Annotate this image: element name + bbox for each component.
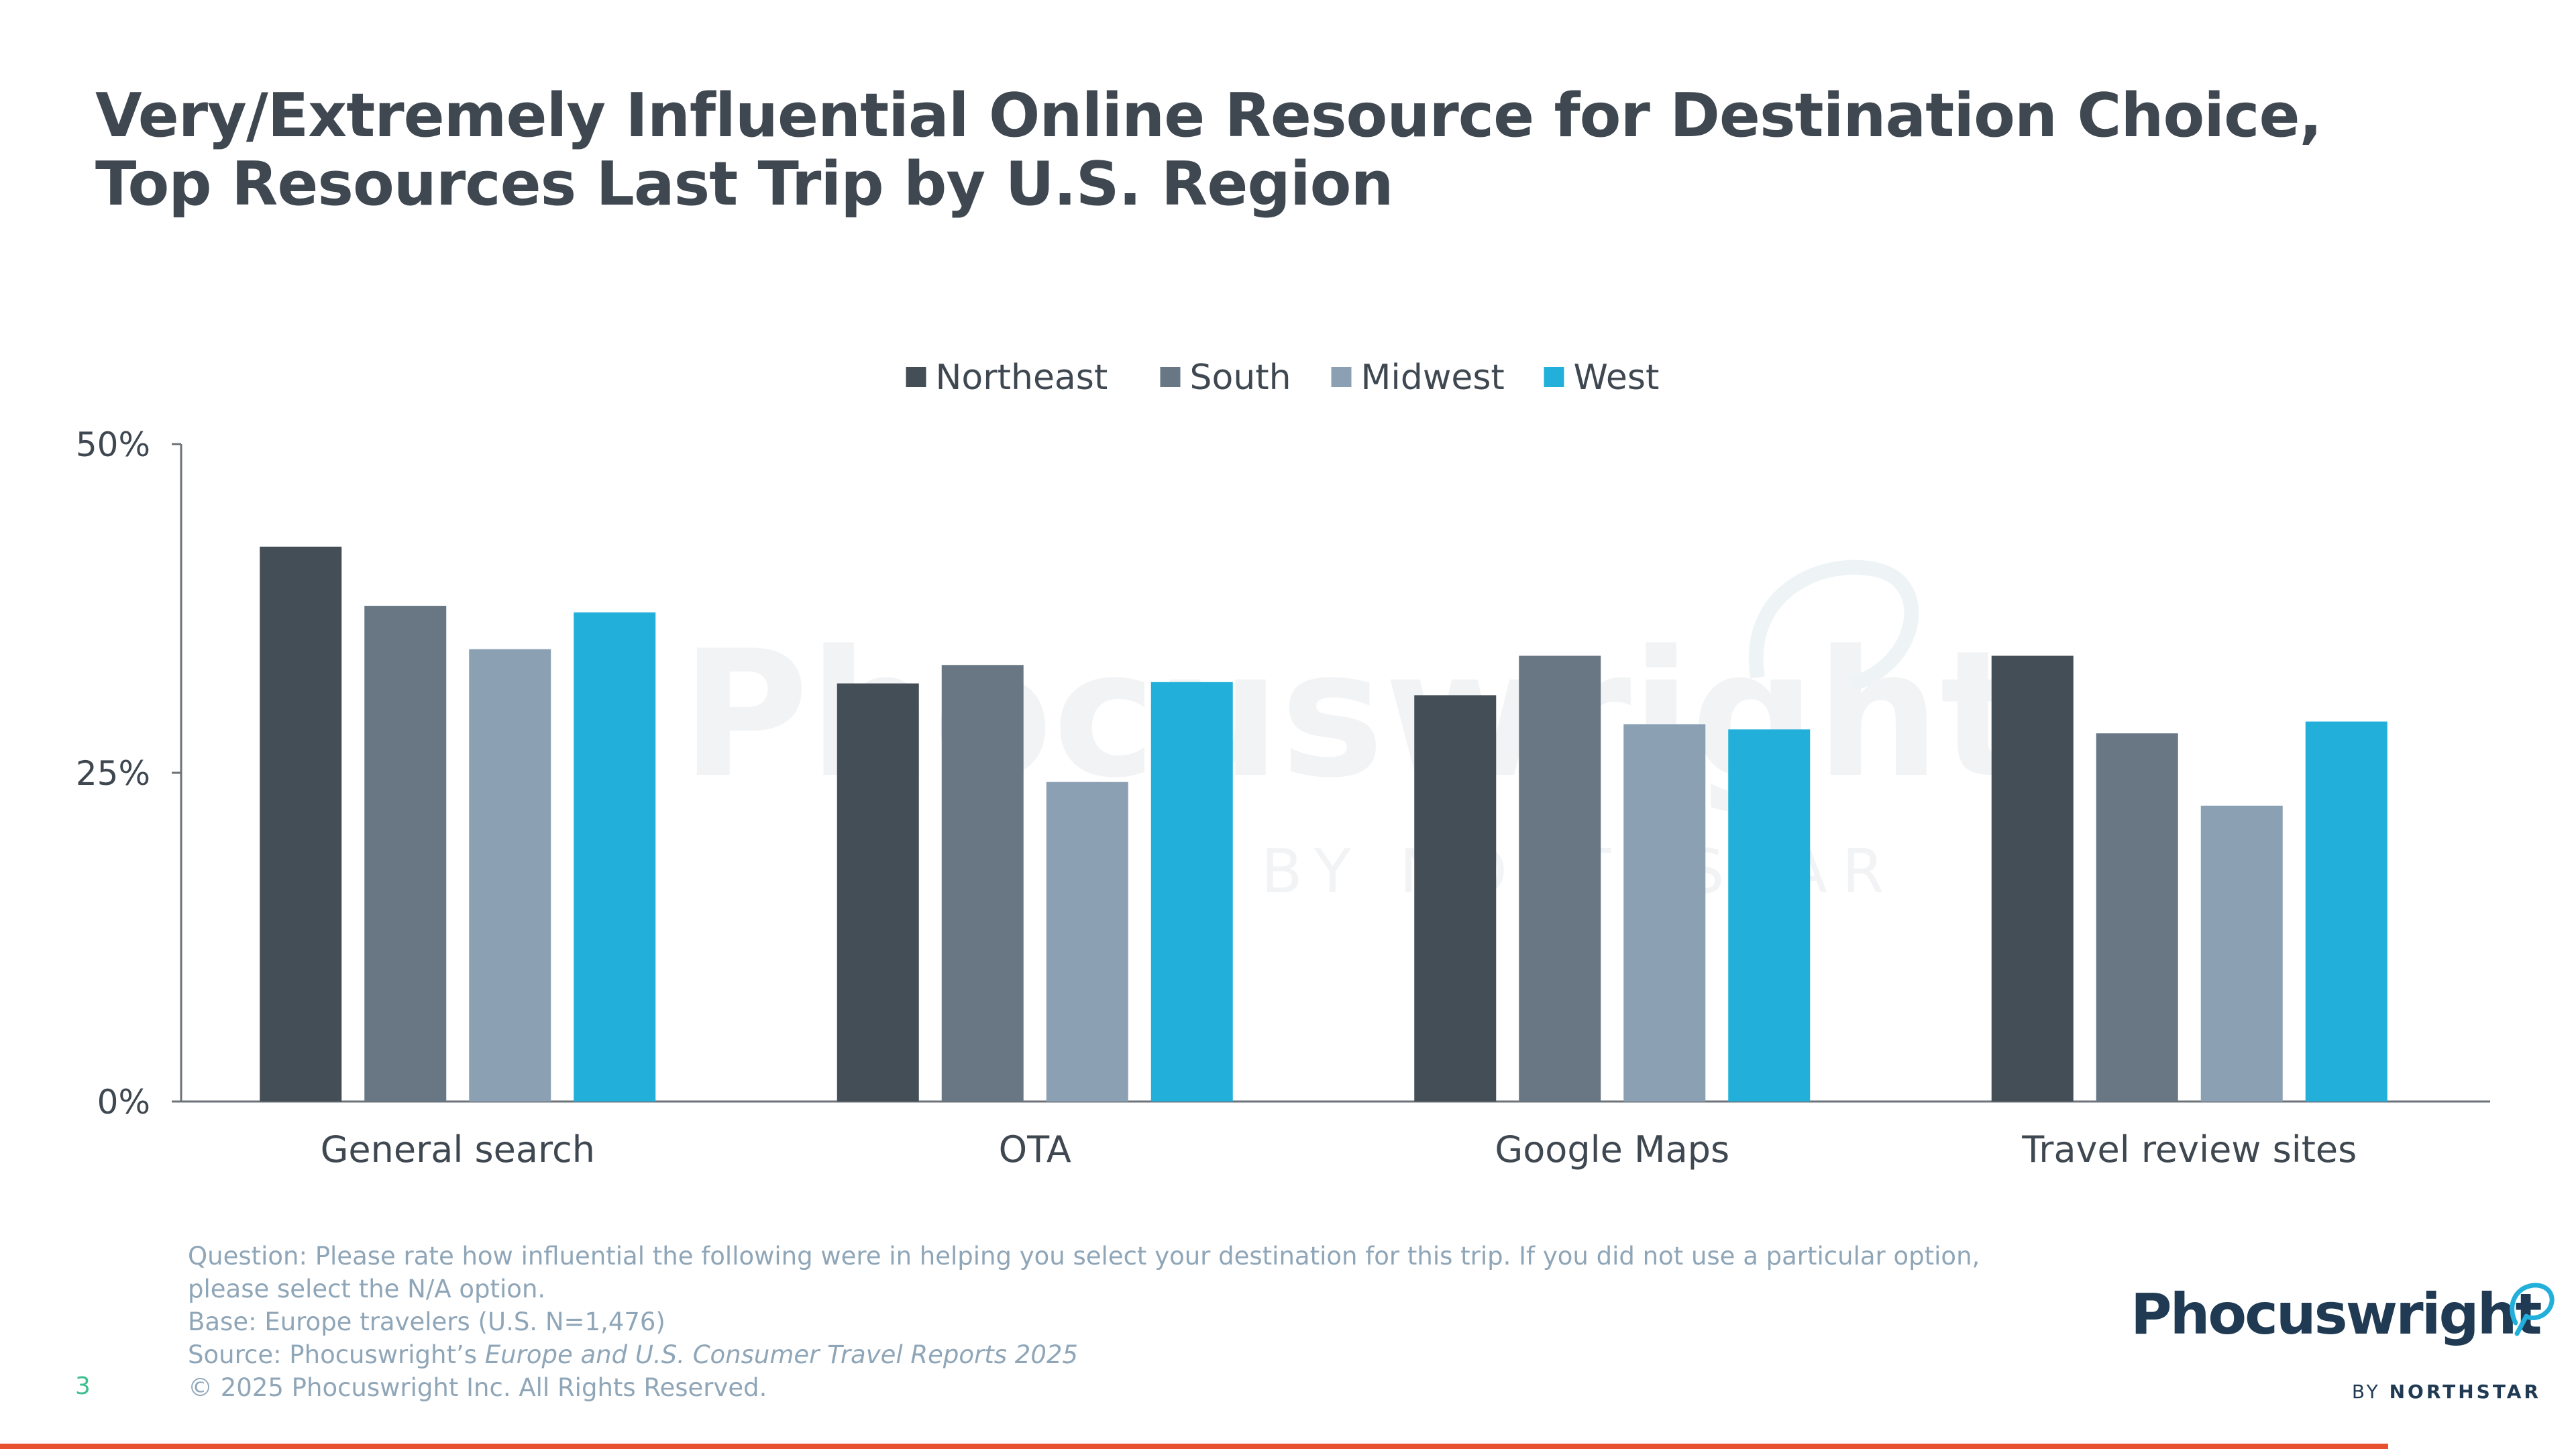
footnote-source-prefix: Source: Phocuswright’s: [188, 1340, 485, 1369]
bar: [1623, 724, 1706, 1102]
chart: Phocuswright BY NORTHSTAR NortheastSouth…: [76, 358, 2490, 1171]
bar: [1519, 655, 1601, 1102]
bar: [469, 649, 551, 1102]
bar: [1414, 695, 1497, 1102]
x-tick-label: Google Maps: [1495, 1128, 1729, 1171]
watermark-bubble-icon: [1748, 559, 1919, 692]
legend-label: Midwest: [1361, 358, 1505, 398]
accent-rule: [0, 1444, 2388, 1449]
bar: [260, 546, 342, 1102]
bar: [1046, 782, 1128, 1102]
legend-swatch: [1331, 367, 1352, 387]
footnote-source-title: Europe and U.S. Consumer Travel Reports …: [484, 1340, 1078, 1369]
legend-swatch: [1544, 367, 1564, 387]
bar: [2305, 721, 2387, 1102]
x-tick-label: Travel review sites: [2021, 1128, 2357, 1171]
legend: Northeast South Midwest West: [906, 358, 1660, 398]
x-tick-label: OTA: [999, 1128, 1071, 1171]
legend-label: South: [1190, 358, 1291, 398]
speech-bubble-icon: [2510, 1283, 2555, 1336]
logo-brand: NORTHSTAR: [2389, 1381, 2541, 1403]
bar: [2096, 733, 2178, 1102]
bar: [1728, 729, 1811, 1102]
legend-label: West: [1574, 358, 1660, 398]
y-tick-label: 0%: [97, 1083, 150, 1122]
title-line-1: Very/Extremely Influential Online Resour…: [95, 80, 2322, 151]
footnote-base: Base: Europe travelers (U.S. N=1,476): [188, 1307, 665, 1336]
y-tick-label: 50%: [76, 425, 150, 464]
logo-by: BY: [2351, 1381, 2381, 1403]
bar: [1150, 682, 1233, 1102]
category-labels: General search OTA Google Maps Travel revie…: [321, 1128, 2357, 1171]
footnote-source: Source: Phocuswright’s Europe and U.S. C…: [188, 1338, 2066, 1371]
bar: [364, 606, 447, 1102]
page-number: 3: [75, 1373, 91, 1400]
bar: [2200, 806, 2283, 1102]
footnotes: Question: Please rate how influential th…: [188, 1240, 2066, 1404]
logo-wordmark: Phocuswright: [2131, 1281, 2542, 1347]
bar: [837, 683, 919, 1102]
legend-label: Northeast: [936, 358, 1108, 398]
legend-swatch: [1160, 367, 1181, 387]
legend-swatch: [906, 367, 926, 387]
phocuswright-logo: Phocuswright BY NORTHSTAR: [2131, 1281, 2555, 1415]
title-line-2: Top Resources Last Trip by U.S. Region: [95, 149, 1394, 219]
footnote-question: Question: Please rate how influential th…: [188, 1242, 1980, 1303]
footnote-copyright: © 2025 Phocuswright Inc. All Rights Rese…: [188, 1373, 767, 1402]
bar: [574, 612, 656, 1102]
bar: [941, 665, 1024, 1102]
logo-byline: BY NORTHSTAR: [2352, 1381, 2541, 1403]
bar: [1991, 655, 2074, 1102]
x-tick-label: General search: [321, 1128, 595, 1171]
bars: [260, 546, 2387, 1102]
y-tick-label: 25%: [76, 754, 150, 793]
